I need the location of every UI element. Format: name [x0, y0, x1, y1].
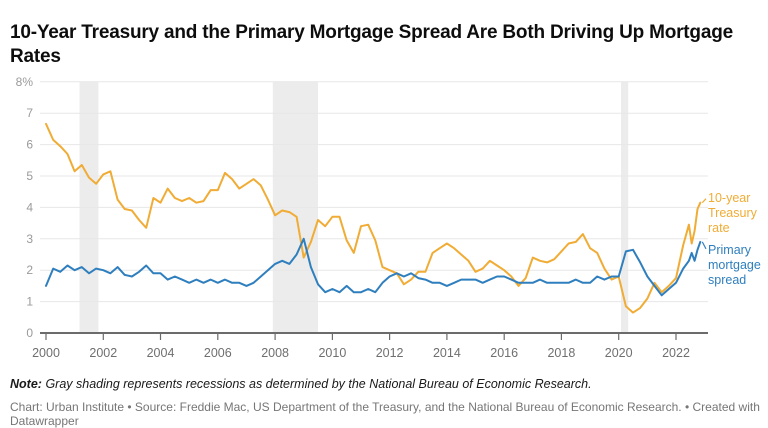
svg-text:4: 4: [26, 200, 33, 214]
legend-item-mortgage-spread: Primary mortgage spread: [708, 243, 761, 287]
svg-text:2: 2: [26, 263, 33, 277]
svg-text:2018: 2018: [547, 346, 575, 360]
svg-text:5: 5: [26, 169, 33, 183]
svg-text:3: 3: [26, 232, 33, 246]
svg-text:2004: 2004: [147, 346, 175, 360]
svg-text:2000: 2000: [32, 346, 60, 360]
svg-text:2016: 2016: [490, 346, 518, 360]
svg-text:1: 1: [26, 295, 33, 309]
svg-text:2006: 2006: [204, 346, 232, 360]
svg-text:2022: 2022: [662, 346, 690, 360]
y-axis: 0 1 2 3 4 5 6 7 8%: [16, 75, 34, 340]
svg-text:6: 6: [26, 138, 33, 152]
svg-text:2010: 2010: [318, 346, 346, 360]
svg-text:2002: 2002: [89, 346, 117, 360]
x-axis: 2000 2002 2004 2006 2008 2010 2012 2014 2016 2018…: [32, 332, 708, 360]
chart-note: Note: Gray shading represents recessions…: [10, 377, 760, 391]
page-title: 10-Year Treasury and the Primary Mortgag…: [10, 21, 733, 67]
svg-text:2012: 2012: [376, 346, 404, 360]
svg-text:7: 7: [26, 106, 33, 120]
gridlines: [40, 81, 708, 303]
legend-item-treasury-rate: 10-year Treasury rate: [708, 191, 757, 235]
svg-text:2008: 2008: [261, 346, 289, 360]
series-spread-line: [45, 237, 707, 297]
series-treasury-line: [45, 122, 707, 314]
svg-text:2020: 2020: [605, 346, 633, 360]
svg-text:8%: 8%: [16, 75, 34, 89]
note-text: Gray shading represents recessions as de…: [45, 377, 592, 391]
svg-text:2014: 2014: [433, 346, 461, 360]
svg-text:0: 0: [26, 326, 33, 340]
note-label: Note:: [10, 377, 42, 391]
